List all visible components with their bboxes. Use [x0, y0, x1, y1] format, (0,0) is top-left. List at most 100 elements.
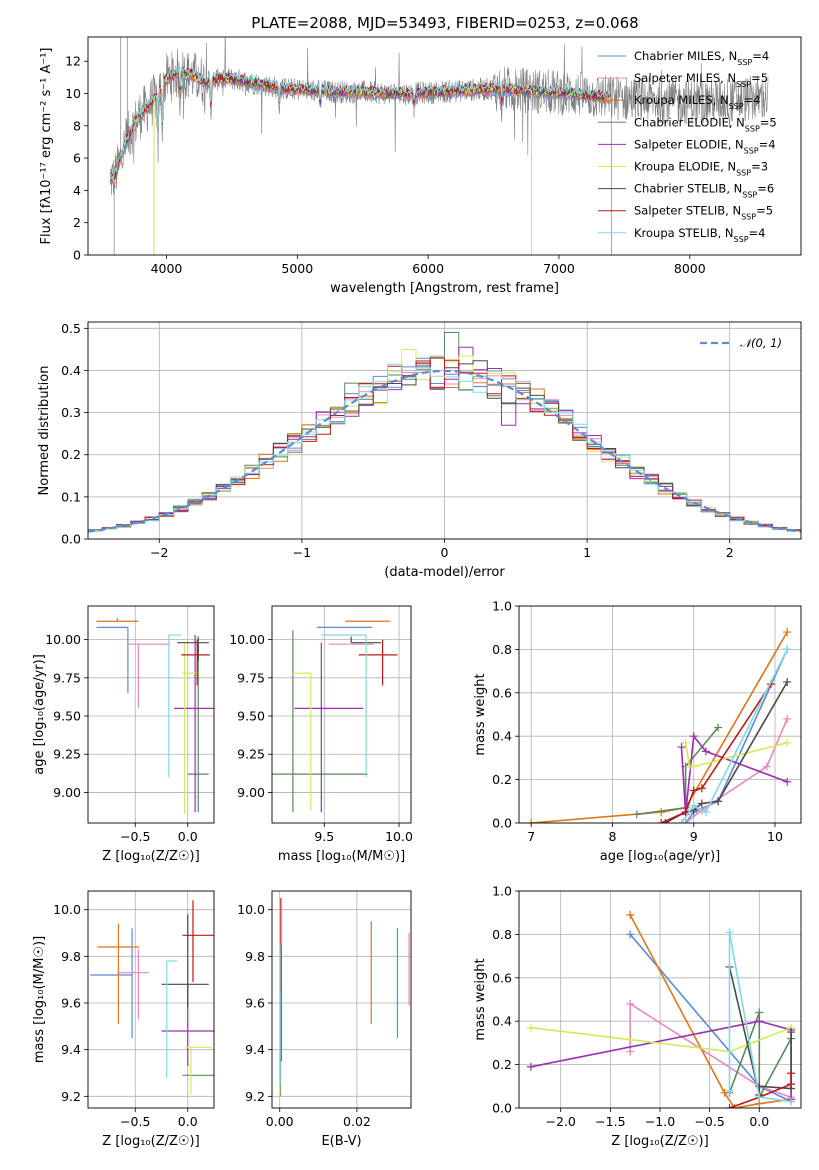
series-marker	[526, 1062, 535, 1071]
plot-area	[279, 898, 410, 1097]
x-tick-label: 0	[441, 545, 449, 560]
series-marker	[632, 810, 641, 819]
x-tick-label: 0.0	[749, 1114, 769, 1129]
errorbar-salpeter-stelib	[358, 639, 398, 686]
x-axis-label: (data-model)/error	[384, 565, 505, 580]
x-axis-label: Z [log₁₀(Z/Z☉)]	[102, 1134, 199, 1149]
x-tick-label: −0.5	[694, 1114, 724, 1129]
series-marker	[762, 762, 771, 771]
y-tick-label: 0.2	[492, 772, 512, 787]
series-marker	[730, 1104, 739, 1108]
y-tick-label: 10.00	[45, 632, 81, 647]
y-tick-label: 9.25	[237, 747, 265, 762]
errorbar-chabrier-stelib	[177, 636, 209, 662]
x-tick-label: 0.0	[178, 1114, 198, 1129]
x-tick-label: 7000	[543, 261, 575, 276]
y-tick-label: 9.8	[245, 949, 265, 964]
y-tick-label: 10.00	[229, 632, 265, 647]
y-tick-label: 0.8	[492, 927, 512, 942]
y-tick-label: 0.4	[61, 363, 81, 378]
x-tick-label: 9.5	[314, 829, 334, 844]
y-axis-label: Normed distribution	[37, 366, 52, 496]
errorbar-chabrier-elodie	[187, 644, 209, 813]
axes-frame	[518, 605, 802, 824]
plot-area	[88, 332, 801, 533]
series-salpeter-stelib	[657, 680, 775, 823]
legend-label: Kroupa STELIB, NSSP=4	[634, 226, 765, 244]
series-marker	[714, 723, 723, 732]
y-tick-label: 12	[65, 54, 81, 69]
x-axis-label: Z [log₁₀(Z/Z☉)]	[611, 1134, 708, 1149]
series-marker	[783, 777, 792, 786]
series-line	[728, 1012, 792, 1098]
x-tick-label: 2	[726, 545, 734, 560]
errorbar-chabrier-miles	[90, 928, 133, 1038]
legend-label: Chabrier MILES, NSSP=4	[634, 49, 769, 67]
series-marker	[725, 928, 734, 937]
plot-area	[109, 37, 769, 255]
legend-label: Salpeter MILES, NSSP=5	[634, 71, 768, 89]
panel-spectrum: 4000 5000 6000 7000 8000 0 2 4 6 8 10 12 wavelength …	[39, 36, 802, 296]
series-kroupa-stelib	[677, 645, 792, 823]
panel-age_vs_mass: 9.5 10.0 9.00 9.25 9.50 9.75 10.00 mass [log₁₀(…	[229, 605, 413, 864]
y-axis-label: age [log₁₀(age/yr)]	[32, 654, 47, 775]
y-tick-label: 1.0	[492, 884, 512, 899]
y-tick-label: 9.00	[53, 785, 81, 800]
errorbar-salpeter-miles	[117, 949, 149, 1020]
y-axis-label: mass weight	[473, 958, 488, 1040]
series-marker	[689, 786, 698, 795]
series-marker	[527, 819, 536, 823]
errorbar-kroupa-elodie	[292, 672, 312, 811]
series-marker	[725, 1086, 734, 1095]
series-salpeter-elodie	[526, 1017, 796, 1104]
y-tick-label: 9.25	[53, 747, 81, 762]
errorbar-chabrier-miles	[96, 626, 129, 694]
series-marker	[701, 808, 710, 817]
spectrum-legend: Chabrier MILES, NSSP=4 Salpeter MILES, NS…	[598, 49, 777, 243]
y-tick-label: 0.2	[492, 1057, 512, 1072]
series-marker	[681, 819, 690, 823]
axes-frame	[271, 605, 412, 824]
series-marker	[755, 1008, 764, 1017]
y-tick-label: 9.6	[61, 996, 81, 1011]
y-tick-label: 1.0	[492, 599, 512, 614]
y-tick-label: 2	[73, 215, 81, 230]
legend-label: Kroupa MILES, NSSP=4	[634, 93, 760, 111]
x-tick-label: 7	[527, 829, 535, 844]
errorbar-salpeter-stelib	[181, 639, 210, 686]
axes-frame	[87, 36, 802, 256]
series-marker	[725, 1104, 734, 1108]
series-line	[680, 649, 788, 823]
series-marker	[657, 819, 666, 823]
y-tick-label: 6	[73, 151, 81, 166]
plot-area	[527, 628, 792, 823]
errorbar-kroupa-miles	[97, 923, 140, 1024]
series-marker	[783, 645, 792, 654]
x-tick-label: 6000	[412, 261, 444, 276]
series-marker	[701, 747, 710, 756]
x-axis-label: mass [log₁₀(M/M☉)]	[278, 849, 405, 864]
y-tick-label: 0.0	[61, 532, 81, 547]
errorbar-kroupa-elodie	[185, 1046, 212, 1094]
panel-residual_histogram: −2 −1 0 1 2 0.0 0.1 0.2 0.3 0.4 0.5 (data-model)/er…	[37, 321, 802, 580]
y-tick-label: 0.6	[492, 970, 512, 985]
series-line	[729, 1073, 792, 1108]
histogram-chabrier-elodie	[88, 332, 801, 532]
y-tick-label: 9.4	[61, 1042, 81, 1057]
series-marker	[626, 910, 635, 919]
y-axis-label: Flux [fλ10⁻¹⁷ erg cm⁻² s⁻¹ A⁻¹]	[39, 48, 54, 245]
y-tick-label: 9.50	[237, 709, 265, 724]
plot-area	[272, 620, 398, 813]
x-tick-label: −0.5	[120, 829, 150, 844]
y-tick-label: 0.4	[492, 1014, 512, 1029]
series-line	[629, 914, 792, 1108]
errorbar-salpeter-stelib	[182, 900, 214, 982]
legend-label: 𝒩(0, 1)	[740, 336, 782, 350]
series-marker	[787, 1028, 796, 1037]
y-tick-label: 0	[73, 248, 81, 263]
series-marker	[626, 1047, 635, 1056]
x-tick-label: 9	[690, 829, 698, 844]
axes-frame	[87, 890, 215, 1109]
y-tick-label: 0.5	[61, 321, 81, 336]
